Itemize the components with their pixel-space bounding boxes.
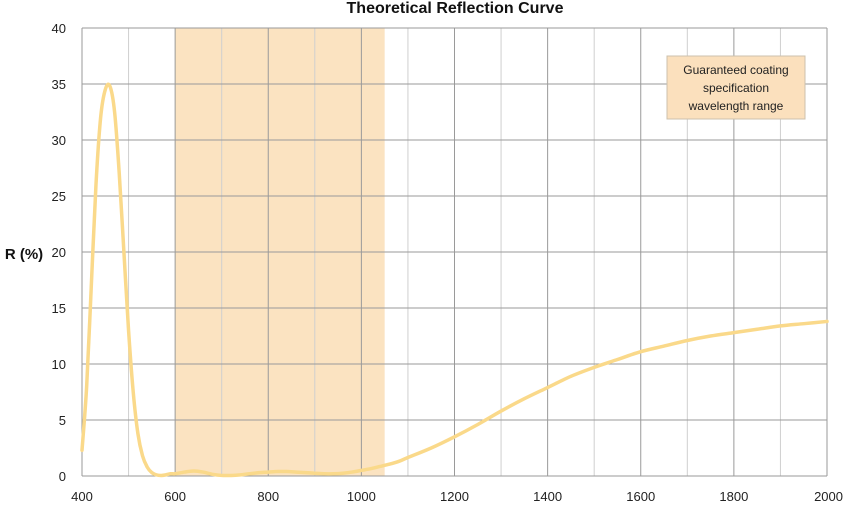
x-tick-label: 800	[257, 489, 279, 504]
reflection-series-line	[80, 82, 829, 478]
y-tick-label: 25	[52, 189, 66, 204]
y-tick-label: 40	[52, 21, 66, 36]
x-tick-label: 1200	[440, 489, 469, 504]
x-tick-label: 1400	[533, 489, 562, 504]
y-tick-label: 10	[52, 357, 66, 372]
y-axis-label: R (%)	[5, 246, 43, 263]
annotation-line: wavelength range	[688, 99, 784, 113]
tick-labels: 400 600 800 1000 1200 1400 1600 1800 2000 0 5 10 15 2…	[52, 21, 843, 504]
y-tick-label: 20	[52, 245, 66, 260]
x-tick-label: 1000	[347, 489, 376, 504]
x-tick-label: 2000	[814, 489, 843, 504]
y-tick-label: 0	[59, 469, 66, 484]
annotation-rect	[666, 55, 806, 120]
y-tick-label: 5	[59, 413, 66, 428]
chart-title: Theoretical Reflection Curve	[347, 0, 564, 17]
grid	[81, 27, 828, 477]
y-tick-label: 15	[52, 301, 66, 316]
x-tick-label: 1600	[626, 489, 655, 504]
x-tick-label: 1800	[719, 489, 748, 504]
annotation-line: specification	[703, 81, 769, 95]
annotation-box: Guaranteed coating specification wavelen…	[666, 55, 806, 120]
y-tick-label: 35	[52, 77, 66, 92]
series-layer	[80, 82, 829, 478]
annotation-line: Guaranteed coating	[683, 63, 788, 77]
x-tick-label: 600	[164, 489, 186, 504]
y-tick-label: 30	[52, 133, 66, 148]
x-tick-label: 400	[71, 489, 93, 504]
